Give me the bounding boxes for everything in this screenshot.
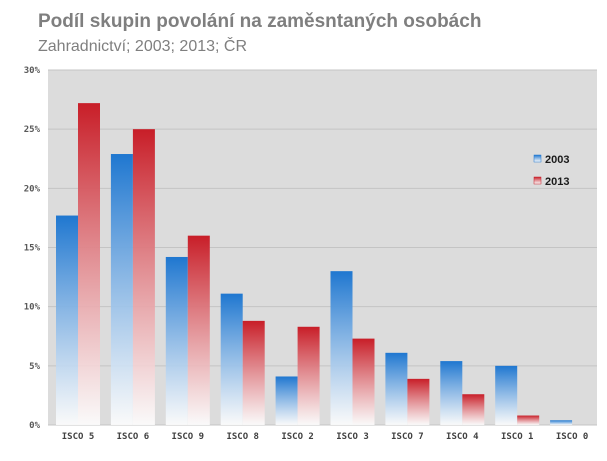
bar-2013-isco-4: [462, 394, 485, 425]
bar-2003-isco-6: [110, 154, 133, 425]
legend-swatch: [533, 154, 542, 163]
bar-2013-isco-2: [297, 326, 320, 425]
bar-2013-isco-5: [78, 103, 100, 425]
legend-label: 2003: [545, 154, 569, 166]
bar-2003-isco-3: [330, 271, 353, 425]
bar-2013-isco-1: [517, 415, 540, 425]
legend-label: 2013: [545, 176, 569, 188]
bar-2003-isco-5: [56, 215, 78, 425]
x-axis: ISCO 5 ISCO 6 ISCO 9 ISCO 8 ISCO 2 ISCO 3 ISCO…: [62, 432, 589, 442]
chart-title: Podíl skupin povolání na zaměsntaných os…: [38, 11, 482, 32]
y-axis: 0% 5% 10% 15% 20% 25% 30%: [24, 66, 41, 431]
x-tick-label: ISCO 0: [556, 432, 589, 442]
bar-2013-isco-6: [132, 129, 155, 425]
y-tick-label: 10%: [24, 303, 41, 313]
y-tick-label: 25%: [24, 125, 41, 135]
x-tick-label: ISCO 8: [226, 432, 259, 442]
y-tick-label: 0%: [29, 421, 40, 431]
x-tick-label: ISCO 4: [446, 432, 479, 442]
bar-2013-isco-3: [352, 338, 375, 425]
bar-2003-isco-2: [275, 376, 298, 425]
y-tick-label: 5%: [29, 362, 40, 372]
bar-2003-isco-0: [550, 420, 573, 425]
bar-2003-isco-9: [165, 256, 188, 425]
x-tick-label: ISCO 3: [336, 432, 369, 442]
bar-2003-isco-7: [385, 352, 408, 425]
bar-2003-isco-1: [495, 365, 518, 425]
y-tick-label: 30%: [24, 66, 41, 76]
y-tick-label: 15%: [24, 244, 41, 254]
x-tick-label: ISCO 6: [117, 432, 150, 442]
legend: 2003 2013: [533, 154, 569, 188]
bar-2003-isco-8: [220, 293, 243, 425]
x-tick-label: ISCO 1: [501, 432, 534, 442]
bars: [56, 103, 573, 425]
y-tick-label: 20%: [24, 184, 41, 194]
chart-subtitle: Zahradnictví; 2003; 2013; ČR: [38, 38, 248, 55]
x-tick-label: ISCO 9: [172, 432, 205, 442]
bar-2013-isco-7: [407, 378, 430, 425]
x-tick-label: ISCO 5: [62, 432, 95, 442]
bar-2013-isco-8: [242, 320, 265, 425]
x-tick-label: ISCO 2: [281, 432, 314, 442]
x-tick-label: ISCO 7: [391, 432, 424, 442]
bar-2003-isco-4: [440, 361, 463, 425]
legend-swatch: [533, 176, 542, 185]
bar-2013-isco-9: [187, 235, 210, 425]
